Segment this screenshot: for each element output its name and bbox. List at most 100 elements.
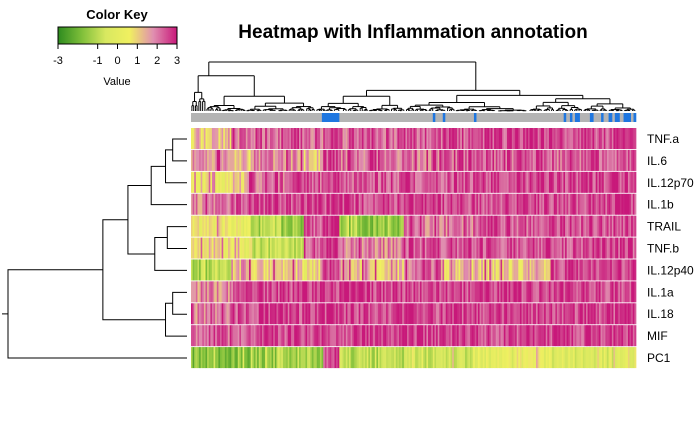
- heatmap-cell: [410, 193, 413, 215]
- heatmap-cell: [308, 347, 311, 369]
- heatmap-cell: [313, 149, 316, 171]
- heatmap-cell: [457, 215, 459, 237]
- heatmap-cell: [487, 149, 490, 171]
- heatmap-cell: [634, 347, 637, 369]
- heatmap-cell: [557, 128, 559, 150]
- heatmap-cell: [253, 237, 256, 259]
- heatmap-cell: [292, 149, 295, 171]
- heatmap-cell: [523, 215, 526, 237]
- heatmap-cell: [321, 128, 324, 150]
- heatmap-cell: [310, 281, 313, 303]
- heatmap-cell: [471, 303, 474, 325]
- heatmap-cell: [334, 149, 337, 171]
- heatmap-cell: [200, 325, 203, 347]
- heatmap-cell: [191, 128, 193, 150]
- heatmap-cell: [216, 259, 219, 281]
- heatmap-cell: [340, 237, 343, 259]
- heatmap-cell: [255, 193, 258, 215]
- heatmap-cell: [565, 303, 568, 325]
- heatmap-cell: [487, 193, 490, 215]
- column-dendrogram: [191, 61, 636, 112]
- heatmap-cell: [266, 325, 269, 347]
- heatmap-cell: [326, 215, 329, 237]
- heatmap-cell: [371, 303, 374, 325]
- heatmap-cell: [274, 237, 277, 259]
- heatmap-cell: [481, 193, 484, 215]
- heatmap-cell: [210, 149, 213, 171]
- heatmap-cell: [194, 281, 197, 303]
- heatmap-cell: [265, 259, 268, 281]
- heatmap-cell: [616, 281, 619, 303]
- heatmap-cell: [610, 193, 613, 215]
- heatmap-cell: [349, 259, 351, 281]
- heatmap-cell: [421, 193, 424, 215]
- heatmap-cell: [626, 347, 629, 369]
- heatmap-cell: [524, 215, 527, 237]
- heatmap-cell: [468, 193, 471, 215]
- heatmap-cell: [581, 193, 584, 215]
- heatmap-cell: [492, 128, 495, 150]
- heatmap-cell: [432, 303, 435, 325]
- heatmap-cell: [440, 303, 443, 325]
- heatmap-cell: [407, 171, 410, 193]
- heatmap-cell: [566, 171, 569, 193]
- heatmap-cell: [302, 325, 305, 347]
- heatmap-cell: [424, 128, 427, 150]
- heatmap-cell: [310, 303, 313, 325]
- heatmap-cell: [540, 259, 543, 281]
- heatmap-cell: [444, 215, 447, 237]
- heatmap-cell: [203, 149, 206, 171]
- heatmap-cell: [497, 281, 500, 303]
- heatmap-cell: [345, 149, 348, 171]
- heatmap-cell: [495, 149, 498, 171]
- heatmap-cell: [381, 215, 384, 237]
- heatmap-cell: [292, 171, 295, 193]
- heatmap-cell: [424, 237, 427, 259]
- heatmap-cell: [361, 215, 364, 237]
- heatmap-cell: [432, 193, 435, 215]
- heatmap-cell: [613, 281, 616, 303]
- heatmap-cell: [547, 149, 550, 171]
- heatmap-cell: [197, 193, 200, 215]
- heatmap-cell: [358, 303, 361, 325]
- heatmap-cell: [523, 259, 526, 281]
- heatmap-cell: [440, 193, 443, 215]
- heatmap-cell: [345, 325, 348, 347]
- heatmap-cell: [400, 325, 403, 347]
- heatmap-cell: [497, 171, 500, 193]
- heatmap-cell: [428, 347, 430, 369]
- heatmap-cell: [515, 149, 518, 171]
- heatmap-cell: [618, 325, 621, 347]
- heatmap-cell: [363, 149, 366, 171]
- heatmap-cell: [226, 215, 229, 237]
- heatmap-row-mif: [191, 325, 637, 347]
- heatmap-cell: [218, 215, 221, 237]
- heatmap-cell: [595, 149, 598, 171]
- heatmap-cell: [490, 259, 493, 281]
- heatmap-cell: [290, 259, 293, 281]
- heatmap-cell: [436, 347, 439, 369]
- heatmap-cell: [207, 237, 210, 259]
- heatmap-cell: [268, 281, 271, 303]
- heatmap-cell: [194, 215, 197, 237]
- heatmap-cell: [619, 128, 622, 150]
- heatmap-cell: [299, 193, 301, 215]
- heatmap-cell: [334, 193, 337, 215]
- heatmap-cell: [608, 347, 611, 369]
- heatmap-cell: [261, 237, 264, 259]
- heatmap-cell: [411, 237, 414, 259]
- heatmap-cell: [358, 171, 361, 193]
- heatmap-cell: [197, 325, 200, 347]
- heatmap-cell: [627, 259, 630, 281]
- heatmap-cell: [342, 259, 345, 281]
- row-label: TNF.b: [647, 242, 679, 256]
- heatmap-cell: [487, 281, 490, 303]
- heatmap-cell: [589, 259, 592, 281]
- heatmap-cell: [490, 347, 493, 369]
- heatmap-cell: [463, 259, 466, 281]
- heatmap-cell: [339, 171, 342, 193]
- heatmap-cell: [344, 325, 347, 347]
- heatmap-cell: [418, 215, 421, 237]
- heatmap-cell: [534, 149, 537, 171]
- heatmap-cell: [210, 259, 213, 281]
